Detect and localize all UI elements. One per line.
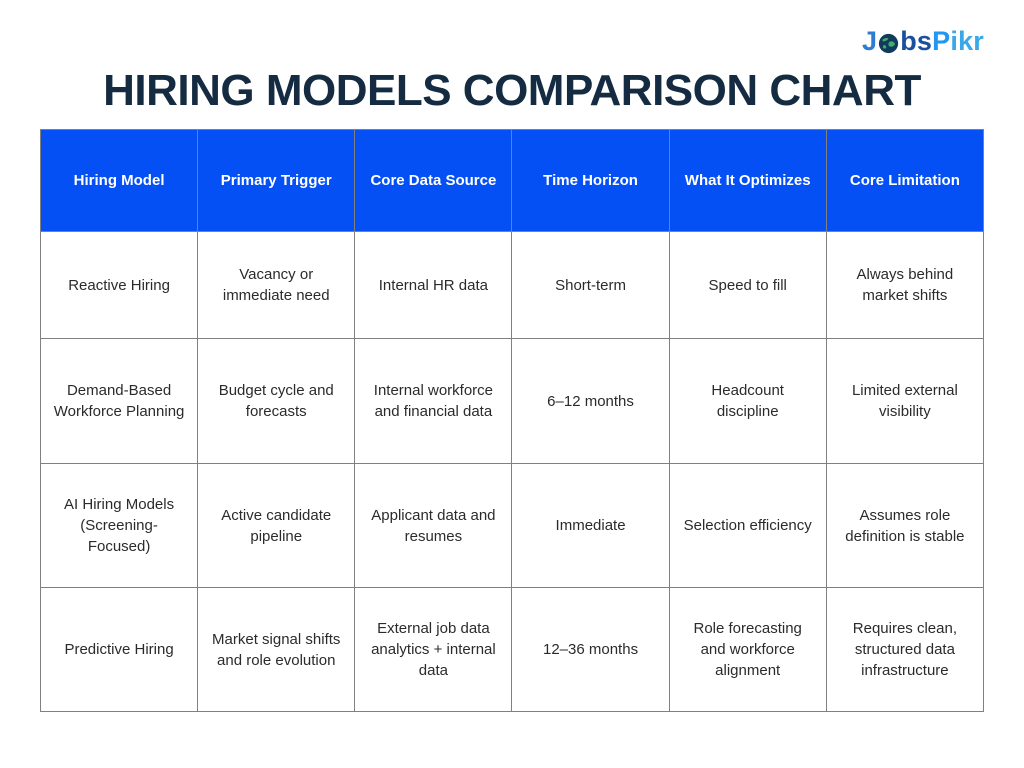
table-cell: Limited external visibility [825, 338, 985, 464]
column-header: Time Horizon [511, 129, 670, 232]
table-row: Predictive Hiring Market signal shifts an… [39, 587, 985, 712]
column-header: What It Optimizes [668, 129, 827, 232]
logo-letter-j: J [862, 26, 878, 56]
table-cell: 12–36 months [511, 587, 670, 712]
column-header: Core Data Source [354, 129, 513, 232]
table-cell: Applicant data and resumes [354, 463, 513, 588]
table-body: Reactive Hiring Vacancy or immediate need… [39, 231, 985, 712]
column-header: Core Limitation [825, 129, 985, 232]
globe-icon [879, 33, 899, 53]
table-cell: Internal HR data [354, 231, 513, 339]
table-cell: AI Hiring Models (Screening-Focused) [39, 463, 199, 588]
table-cell: Short-term [511, 231, 670, 339]
table-cell: Predictive Hiring [39, 587, 199, 712]
table-cell: Requires clean, structured data infrastr… [825, 587, 985, 712]
logo-letters-ikr: ikr [950, 26, 984, 56]
table-cell: Speed to fill [668, 231, 827, 339]
table-row: Demand-Based Workforce Planning Budget cy… [39, 338, 985, 464]
table-cell: Selection efficiency [668, 463, 827, 588]
header-row: Hiring Model Primary Trigger Core Data Sou… [39, 129, 985, 232]
table-cell: Budget cycle and forecasts [197, 338, 356, 464]
table-cell: Active candidate pipeline [197, 463, 356, 588]
table-cell: External job data analytics + internal d… [354, 587, 513, 712]
table-cell: Always behind market shifts [825, 231, 985, 339]
table-cell: 6–12 months [511, 338, 670, 464]
hiring-models-comparison-table: Hiring Model Primary Trigger Core Data Sou… [39, 129, 985, 712]
table-cell: Role forecasting and workforce alignment [668, 587, 827, 712]
table-header: Hiring Model Primary Trigger Core Data Sou… [39, 129, 985, 232]
table-cell: Demand-Based Workforce Planning [39, 338, 199, 464]
jobspikr-logo: J bs P ikr [862, 28, 984, 55]
column-header: Hiring Model [39, 129, 199, 232]
page-title: HIRING MODELS COMPARISON CHART [103, 66, 921, 115]
table-row: AI Hiring Models (Screening-Focused) Acti… [39, 463, 985, 588]
logo-letters-bs: bs [900, 26, 933, 56]
table-cell: Headcount discipline [668, 338, 827, 464]
table-cell: Immediate [511, 463, 670, 588]
table-row: Reactive Hiring Vacancy or immediate need… [39, 231, 985, 339]
logo-letter-p: P [932, 26, 951, 56]
table-cell: Vacancy or immediate need [197, 231, 356, 339]
table-cell: Reactive Hiring [39, 231, 199, 339]
table-cell: Internal workforce and financial data [354, 338, 513, 464]
table-cell: Assumes role definition is stable [825, 463, 985, 588]
table-cell: Market signal shifts and role evolution [197, 587, 356, 712]
column-header: Primary Trigger [197, 129, 356, 232]
